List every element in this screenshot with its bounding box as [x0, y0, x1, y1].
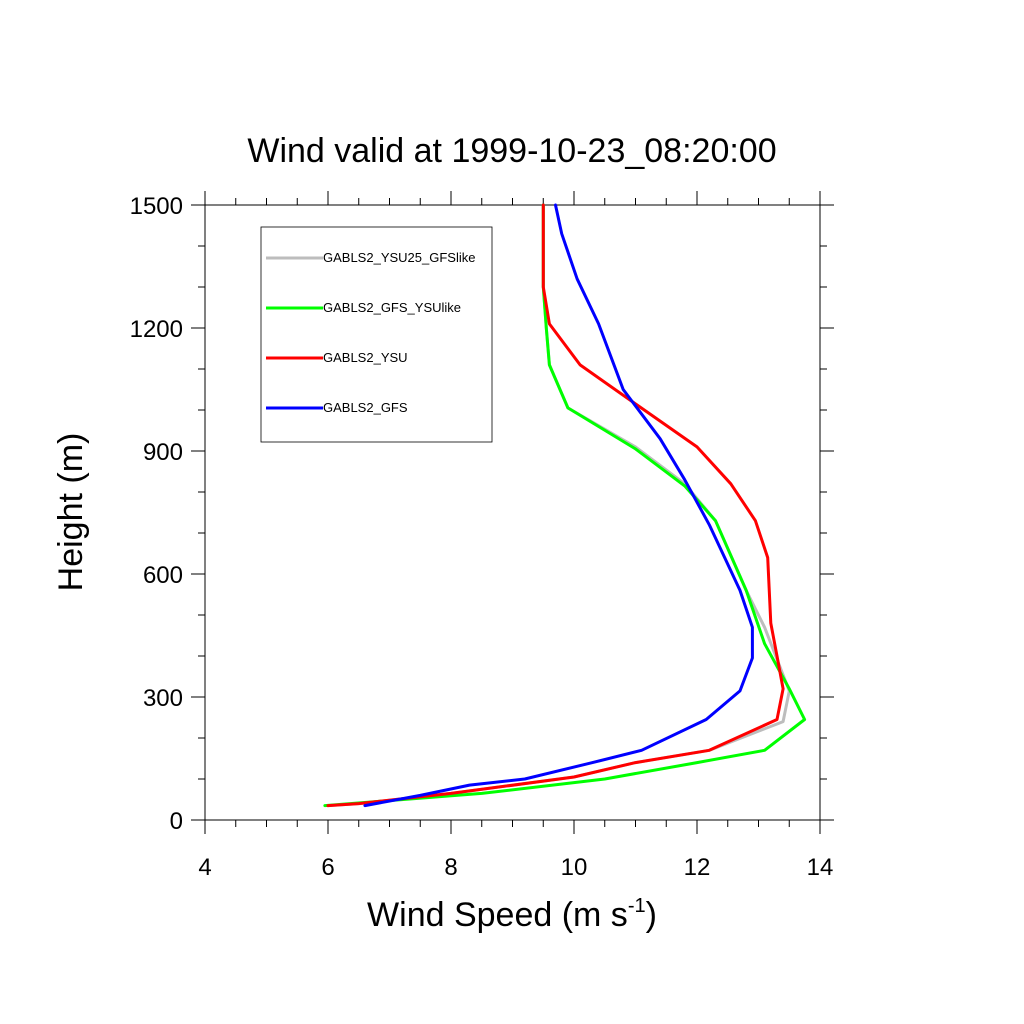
x-tick-labels: 4 6 8 10 12 14: [198, 854, 833, 881]
x-tick-label: 12: [684, 854, 711, 881]
legend-label-gabls2-ysu25-gfslike: GABLS2_YSU25_GFSlike: [323, 250, 475, 265]
minor-ticks: [198, 198, 827, 827]
x-tick-label: 6: [321, 854, 334, 881]
legend-box: [260, 226, 493, 443]
y-tick-label: 900: [143, 439, 183, 466]
x-axis-label-superscript: -1: [628, 895, 646, 917]
major-ticks: [191, 191, 834, 834]
legend-label-gabls2-ysu: GABLS2_YSU: [323, 350, 408, 365]
x-axis-label-close: ): [646, 896, 657, 934]
y-tick-label: 0: [170, 808, 183, 835]
series-lines: [323, 203, 807, 808]
y-tick-label: 1500: [130, 193, 183, 220]
y-tick-label: 1200: [130, 316, 183, 343]
y-tick-labels: 0 300 600 900 1200 1500: [130, 193, 183, 835]
y-tick-label: 300: [143, 685, 183, 712]
x-axis-label-main: Wind Speed (m s: [367, 896, 628, 934]
series-line-gabls2-gfs-ysulike: [323, 203, 807, 808]
legend: GABLS2_YSU25_GFSlike GABLS2_GFS_YSUlike GA…: [260, 226, 493, 443]
x-tick-label: 4: [198, 854, 211, 881]
y-tick-label: 600: [143, 562, 183, 589]
y-axis-label: Height (m): [52, 433, 90, 592]
plot-area: 4 6 8 10 12 14 0 300 600 900 1200 1500: [130, 191, 834, 881]
legend-items: GABLS2_YSU25_GFSlike GABLS2_GFS_YSUlike GA…: [266, 250, 475, 415]
x-axis-label: Wind Speed (m s-1): [367, 895, 657, 934]
chart-title: Wind valid at 1999-10-23_08:20:00: [247, 132, 776, 170]
series-line-gabls2-ysu: [326, 203, 785, 808]
x-tick-label: 14: [807, 854, 834, 881]
x-tick-label: 8: [444, 854, 457, 881]
x-tick-label: 10: [561, 854, 588, 881]
legend-label-gabls2-gfs: GABLS2_GFS: [323, 400, 408, 415]
legend-label-gabls2-gfs-ysulike: GABLS2_GFS_YSUlike: [323, 300, 461, 315]
series-line-gabls2-gfs: [363, 203, 754, 808]
